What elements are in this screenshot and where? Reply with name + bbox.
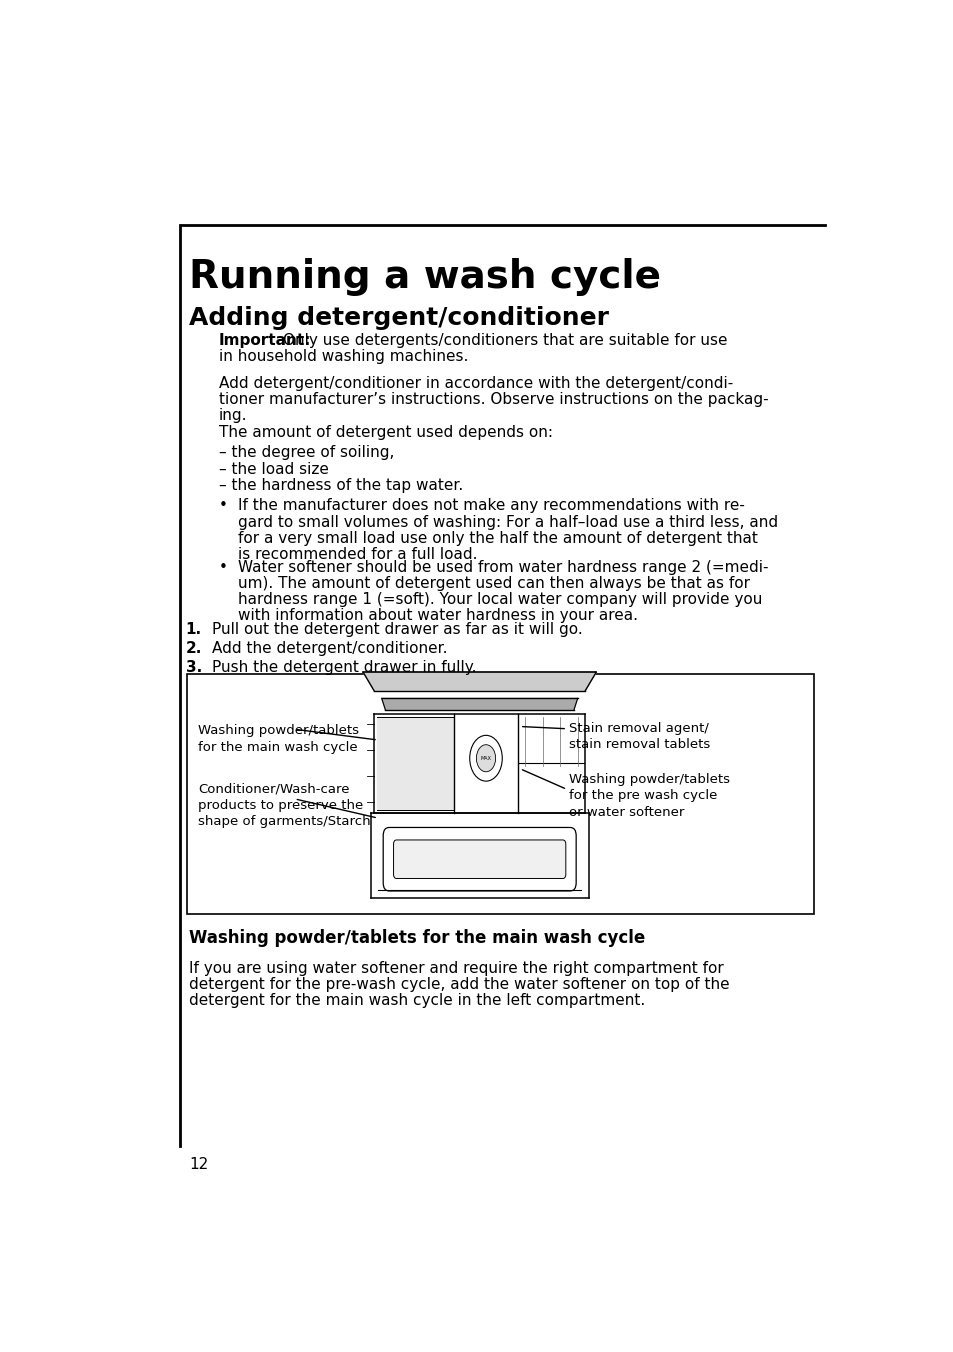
Text: stain removal tablets: stain removal tablets: [569, 738, 710, 752]
Text: The amount of detergent used depends on:: The amount of detergent used depends on:: [219, 425, 553, 439]
Text: tioner manufacturer’s instructions. Observe instructions on the packag-: tioner manufacturer’s instructions. Obse…: [219, 392, 768, 407]
Text: detergent for the pre-wash cycle, add the water softener on top of the: detergent for the pre-wash cycle, add th…: [190, 977, 729, 992]
Text: for the pre wash cycle: for the pre wash cycle: [569, 790, 717, 803]
Text: Push the detergent drawer in fully.: Push the detergent drawer in fully.: [212, 660, 476, 675]
Text: in household washing machines.: in household washing machines.: [219, 349, 468, 364]
Text: for the main wash cycle: for the main wash cycle: [198, 741, 357, 753]
Text: 3.: 3.: [186, 660, 202, 675]
Text: 2.: 2.: [186, 641, 202, 656]
Text: Washing powder/tablets for the main wash cycle: Washing powder/tablets for the main wash…: [190, 929, 645, 948]
Text: MAX: MAX: [480, 756, 491, 761]
Polygon shape: [376, 717, 453, 810]
Text: gard to small volumes of washing: For a half–load use a third less, and: gard to small volumes of washing: For a …: [237, 515, 777, 530]
Text: for a very small load use only the half the amount of detergent that: for a very small load use only the half …: [237, 531, 757, 546]
Text: – the degree of soiling,: – the degree of soiling,: [219, 445, 394, 461]
Text: – the load size: – the load size: [219, 461, 329, 476]
Polygon shape: [381, 699, 577, 710]
Text: •: •: [219, 499, 228, 514]
Text: Stain removal agent/: Stain removal agent/: [569, 722, 708, 735]
Text: •: •: [219, 560, 228, 575]
Text: 12: 12: [190, 1157, 209, 1172]
Text: or water softener: or water softener: [569, 806, 684, 818]
Text: If the manufacturer does not make any recommendations with re-: If the manufacturer does not make any re…: [237, 499, 743, 514]
Text: hardness range 1 (=soft). Your local water company will provide you: hardness range 1 (=soft). Your local wat…: [237, 592, 761, 607]
Text: um). The amount of detergent used can then always be that as for: um). The amount of detergent used can th…: [237, 576, 749, 591]
Text: with information about water hardness in your area.: with information about water hardness in…: [237, 608, 637, 623]
Text: Only use detergents/conditioners that are suitable for use: Only use detergents/conditioners that ar…: [283, 333, 727, 347]
Text: is recommended for a full load.: is recommended for a full load.: [237, 548, 476, 562]
Text: Add the detergent/conditioner.: Add the detergent/conditioner.: [212, 641, 447, 656]
Text: detergent for the main wash cycle in the left compartment.: detergent for the main wash cycle in the…: [190, 992, 645, 1009]
Polygon shape: [363, 672, 596, 691]
Text: Washing powder/tablets: Washing powder/tablets: [569, 773, 730, 787]
Text: Conditioner/Wash-care: Conditioner/Wash-care: [198, 783, 350, 796]
Text: 1.: 1.: [186, 622, 202, 637]
Text: products to preserve the: products to preserve the: [198, 799, 363, 811]
Text: If you are using water softener and require the right compartment for: If you are using water softener and requ…: [190, 961, 723, 976]
FancyBboxPatch shape: [394, 840, 565, 879]
FancyBboxPatch shape: [383, 827, 576, 891]
Circle shape: [476, 745, 496, 772]
Text: – the hardness of the tap water.: – the hardness of the tap water.: [219, 477, 463, 492]
Text: Pull out the detergent drawer as far as it will go.: Pull out the detergent drawer as far as …: [212, 622, 582, 637]
Circle shape: [469, 735, 501, 781]
Text: Running a wash cycle: Running a wash cycle: [190, 258, 660, 296]
Bar: [187, 675, 813, 914]
Text: shape of garments/Starch: shape of garments/Starch: [198, 815, 371, 827]
Text: Important:: Important:: [219, 333, 312, 347]
Text: Washing powder/tablets: Washing powder/tablets: [198, 725, 359, 737]
Text: Add detergent/conditioner in accordance with the detergent/condi-: Add detergent/conditioner in accordance …: [219, 376, 733, 391]
Text: Adding detergent/conditioner: Adding detergent/conditioner: [190, 306, 609, 330]
Text: ing.: ing.: [219, 408, 247, 423]
Text: Water softener should be used from water hardness range 2 (=medi-: Water softener should be used from water…: [237, 560, 767, 575]
